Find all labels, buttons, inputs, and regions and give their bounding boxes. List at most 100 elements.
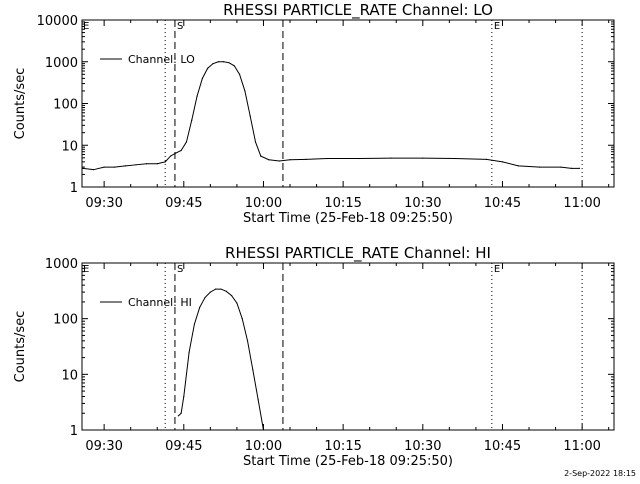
legend-label: Channel: HI: [128, 296, 192, 309]
data-point: [390, 157, 392, 159]
data-point: [180, 149, 182, 152]
x-tick-label: 11:00: [563, 439, 600, 454]
data-point: [209, 291, 211, 293]
data-point: [82, 167, 84, 169]
x-tick-label: 10:45: [484, 196, 521, 211]
data-point: [185, 141, 188, 143]
x-tick-label: 10:15: [324, 196, 361, 211]
data-point: [252, 369, 254, 371]
y-tick-label: 100: [53, 313, 78, 328]
x-tick-label: 10:15: [324, 439, 361, 454]
data-point: [570, 167, 573, 169]
x-tick-label: 09:30: [85, 196, 122, 211]
data-point: [201, 77, 203, 79]
data-point: [135, 164, 137, 166]
data-point: [114, 166, 116, 168]
x-tick-label: 10:30: [404, 196, 441, 211]
data-point: [501, 161, 504, 163]
y-tick-label: 100: [53, 98, 78, 113]
frame-edge-marker-label: E: [83, 264, 89, 275]
data-point: [241, 318, 243, 320]
data-point: [223, 61, 225, 63]
data-point: [212, 63, 214, 65]
y-axis-label: Counts/sec: [13, 311, 28, 383]
data-point: [422, 157, 424, 159]
y-tick-label: 1000: [45, 257, 78, 272]
data-point: [578, 167, 581, 169]
data-point: [103, 166, 105, 168]
legend-label: Channel: LO: [128, 53, 195, 66]
event-marker-label: E: [494, 21, 500, 32]
y-tick-label: 1: [70, 181, 78, 196]
data-point: [249, 115, 251, 117]
y-axis-label: Counts/sec: [13, 68, 28, 140]
data-point: [238, 73, 241, 75]
data-point: [326, 157, 328, 160]
data-point: [305, 158, 307, 160]
data-point: [215, 288, 217, 290]
data-point: [146, 163, 148, 165]
y-tick-label: 1: [70, 424, 78, 439]
data-point: [262, 429, 265, 431]
data-point: [228, 62, 230, 64]
data-point: [454, 157, 456, 160]
data-point: [268, 159, 270, 161]
data-point: [233, 65, 235, 67]
data-point: [485, 158, 488, 160]
data-point: [177, 415, 180, 417]
chart-panel-hi: RHESSI PARTICLE_RATE Channel: HI 09:30 09:…: [13, 244, 615, 469]
x-tick-label: 10:00: [245, 439, 282, 454]
data-point: [358, 157, 360, 160]
data-point: [191, 119, 193, 121]
frame-edge-marker-label: E: [83, 21, 89, 32]
x-axis-label: Start Time (25-Feb-18 09:25:50): [243, 211, 453, 226]
chart-title: RHESSI PARTICLE_RATE Channel: HI: [225, 244, 491, 263]
data-point: [196, 95, 198, 97]
data-point: [560, 166, 562, 168]
data-point: [257, 399, 259, 401]
chart-title: RHESSI PARTICLE_RATE Channel: LO: [223, 1, 493, 20]
series-line-hi: [178, 288, 264, 431]
data-point: [278, 160, 280, 162]
data-point: [193, 323, 196, 325]
x-tick-label: 10:30: [404, 439, 441, 454]
data-point: [517, 165, 519, 167]
data-point: [169, 155, 172, 157]
y-tick-label: 10000: [37, 14, 78, 29]
data-point: [183, 395, 185, 398]
data-point: [246, 340, 249, 342]
data-point: [124, 165, 126, 167]
x-tick-label: 09:45: [165, 196, 202, 211]
data-point: [188, 351, 190, 353]
data-point: [236, 302, 238, 304]
x-tick-label: 09:45: [165, 439, 202, 454]
data-point: [230, 294, 233, 297]
chart-panel-lo: RHESSI PARTICLE_RATE Channel: LO 09:30 09:…: [13, 1, 615, 226]
event-marker-label: E: [494, 264, 500, 275]
data-point: [92, 169, 95, 171]
series-line-lo: [82, 61, 580, 171]
data-point: [260, 155, 262, 157]
x-tick-label: 11:00: [563, 196, 600, 211]
data-point: [204, 296, 206, 299]
y-tick-label: 10: [61, 139, 78, 154]
data-point: [220, 288, 222, 290]
footer-timestamp: 2-Sep-2022 18:15: [564, 469, 636, 478]
data-point: [156, 163, 158, 165]
x-tick-label: 10:45: [484, 439, 521, 454]
data-point: [289, 159, 291, 161]
data-point: [175, 152, 177, 154]
y-tick-label: 10: [61, 368, 78, 383]
event-marker-label: S: [177, 264, 183, 275]
data-point: [164, 161, 166, 163]
data-point: [207, 67, 209, 69]
x-axis-label: Start Time (25-Feb-18 09:25:50): [243, 454, 453, 469]
plot-frame: [81, 262, 615, 431]
x-tick-label: 10:00: [245, 196, 282, 211]
data-point: [225, 290, 227, 292]
data-point: [199, 306, 201, 308]
plot-frame: [81, 19, 615, 188]
y-tick-label: 1000: [45, 56, 78, 71]
